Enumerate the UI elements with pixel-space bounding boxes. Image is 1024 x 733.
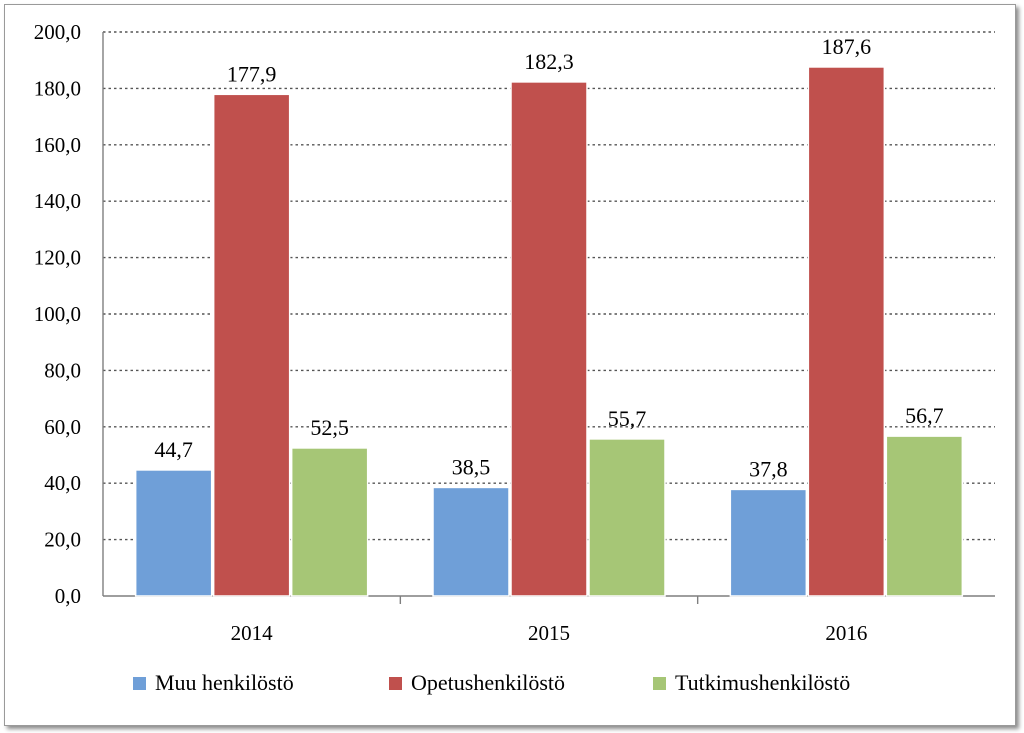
bar [212,93,291,597]
data-label: 37,8 [749,456,788,481]
bar [885,435,964,597]
y-tick-label: 60,0 [44,415,81,439]
y-tick-label: 200,0 [34,20,81,44]
y-tick-label: 80,0 [44,358,81,382]
bar [510,81,588,597]
x-category-label: 2014 [231,621,274,645]
legend-label: Opetushenkilöstö [411,670,565,695]
legend-label: Tutkimushenkilöstö [675,670,850,695]
bar [134,469,213,597]
y-tick-label: 0,0 [55,584,81,608]
bar [729,488,808,597]
y-tick-label: 120,0 [34,246,81,270]
data-label: 55,7 [608,406,647,431]
bar [588,438,666,597]
x-category-label: 2015 [528,621,570,645]
y-tick-label: 160,0 [34,133,81,157]
data-label: 38,5 [452,454,491,479]
bar [807,66,886,597]
y-tick-label: 20,0 [44,528,81,552]
data-label: 44,7 [154,437,193,462]
y-tick-label: 40,0 [44,471,81,495]
data-label: 56,7 [905,403,944,428]
y-tick-label: 180,0 [34,76,81,100]
legend-swatch [389,677,402,690]
data-label: 187,6 [822,34,872,59]
bar [290,447,369,597]
data-label: 52,5 [310,415,349,440]
data-label: 182,3 [524,49,574,74]
legend-swatch [653,677,666,690]
y-tick-label: 140,0 [34,189,81,213]
data-label: 177,9 [227,61,277,86]
x-category-label: 2016 [825,621,867,645]
bar [432,486,510,597]
legend-swatch [133,677,146,690]
legend-label: Muu henkilöstö [155,670,294,695]
y-tick-label: 100,0 [34,302,81,326]
